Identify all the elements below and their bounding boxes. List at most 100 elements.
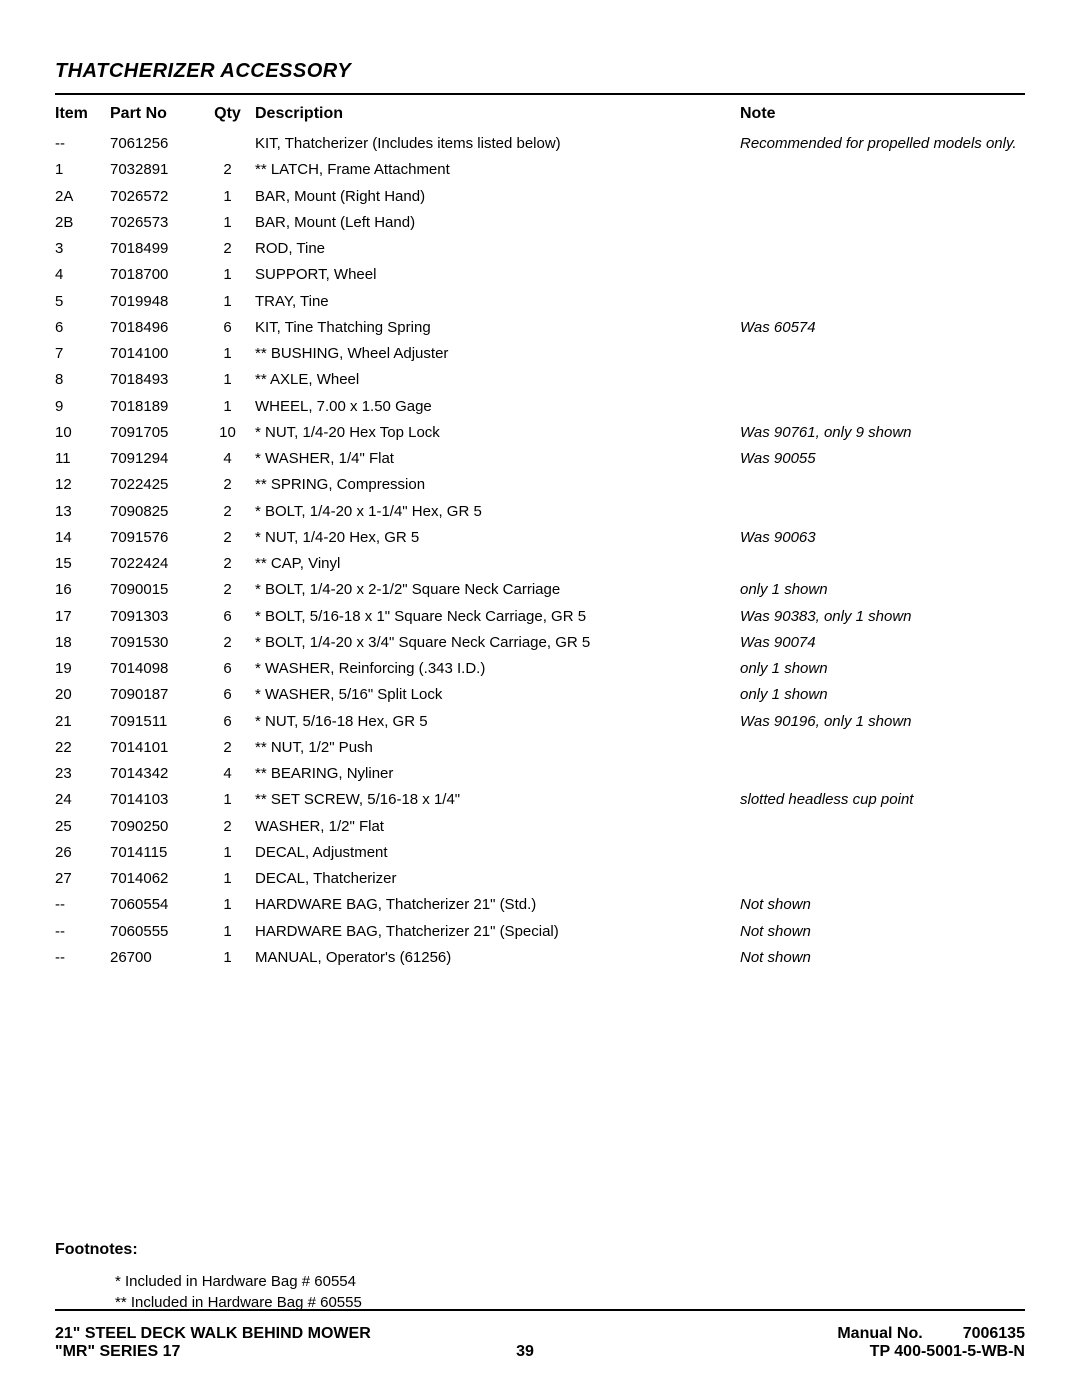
- cell-part: 7091303: [110, 604, 200, 630]
- cell-part: 7091294: [110, 446, 200, 472]
- cell-item: 10: [55, 420, 110, 446]
- cell-desc: ** SPRING, Compression: [255, 472, 740, 498]
- cell-qty: 1: [200, 341, 255, 367]
- cell-part: 7014098: [110, 656, 200, 682]
- cell-desc: * WASHER, Reinforcing (.343 I.D.): [255, 656, 740, 682]
- cell-desc: SUPPORT, Wheel: [255, 262, 740, 288]
- cell-qty: 6: [200, 709, 255, 735]
- cell-qty: 6: [200, 315, 255, 341]
- col-header-part: Part No: [110, 101, 200, 131]
- col-header-note: Note: [740, 101, 1025, 131]
- footnote-line: * Included in Hardware Bag # 60554: [115, 1273, 1025, 1290]
- cell-part: 7090250: [110, 814, 200, 840]
- cell-desc: ** LATCH, Frame Attachment: [255, 157, 740, 183]
- cell-desc: DECAL, Adjustment: [255, 840, 740, 866]
- cell-part: 7060554: [110, 892, 200, 918]
- cell-desc: ** AXLE, Wheel: [255, 367, 740, 393]
- table-row: --7061256KIT, Thatcherizer (Includes ite…: [55, 131, 1025, 157]
- cell-part: 7091705: [110, 420, 200, 446]
- cell-desc: * BOLT, 5/16-18 x 1" Square Neck Carriag…: [255, 604, 740, 630]
- cell-qty: 1: [200, 919, 255, 945]
- page-footer: 21" STEEL DECK WALK BEHIND MOWER 00 Manu…: [55, 1325, 1025, 1361]
- cell-note: Not shown: [740, 945, 1025, 971]
- table-row: 2270141012** NUT, 1/2" Push: [55, 735, 1025, 761]
- table-row: --70605551HARDWARE BAG, Thatcherizer 21"…: [55, 919, 1025, 945]
- cell-note: [740, 735, 1025, 761]
- cell-desc: * BOLT, 1/4-20 x 1-1/4" Hex, GR 5: [255, 499, 740, 525]
- cell-part: 7018700: [110, 262, 200, 288]
- table-row: --267001MANUAL, Operator's (61256)Not sh…: [55, 945, 1025, 971]
- table-row: 2170915116* NUT, 5/16-18 Hex, GR 5Was 90…: [55, 709, 1025, 735]
- cell-part: 7091530: [110, 630, 200, 656]
- cell-qty: 2: [200, 525, 255, 551]
- cell-note: Recommended for propelled models only.: [740, 131, 1025, 157]
- cell-desc: ** NUT, 1/2" Push: [255, 735, 740, 761]
- cell-desc: TRAY, Tine: [255, 289, 740, 315]
- cell-qty: 1: [200, 945, 255, 971]
- cell-qty: 1: [200, 210, 255, 236]
- table-row: 2070901876* WASHER, 5/16" Split Lockonly…: [55, 682, 1025, 708]
- table-row: 2470141031** SET SCREW, 5/16-18 x 1/4"sl…: [55, 787, 1025, 813]
- cell-note: Not shown: [740, 892, 1025, 918]
- cell-item: 23: [55, 761, 110, 787]
- cell-qty: 1: [200, 787, 255, 813]
- cell-note: only 1 shown: [740, 656, 1025, 682]
- footer-doc-code: TP 400-5001-5-WB-N: [870, 1343, 1025, 1361]
- footer-product-line2: "MR" SERIES 17: [55, 1343, 180, 1361]
- cell-note: [740, 184, 1025, 210]
- table-row: 1370908252* BOLT, 1/4-20 x 1-1/4" Hex, G…: [55, 499, 1025, 525]
- cell-item: --: [55, 919, 110, 945]
- cell-item: 27: [55, 866, 110, 892]
- cell-qty: 2: [200, 735, 255, 761]
- table-row: 1470915762* NUT, 1/4-20 Hex, GR 5Was 900…: [55, 525, 1025, 551]
- footer-manual-value: 7006135: [963, 1325, 1025, 1342]
- cell-desc: MANUAL, Operator's (61256): [255, 945, 740, 971]
- cell-qty: 2: [200, 814, 255, 840]
- col-header-qty: Qty: [200, 101, 255, 131]
- table-row: --70605541HARDWARE BAG, Thatcherizer 21"…: [55, 892, 1025, 918]
- cell-item: 7: [55, 341, 110, 367]
- table-row: 1170912944* WASHER, 1/4" FlatWas 90055: [55, 446, 1025, 472]
- cell-note: [740, 236, 1025, 262]
- cell-note: [740, 394, 1025, 420]
- cell-qty: 4: [200, 761, 255, 787]
- cell-qty: 1: [200, 840, 255, 866]
- table-row: 1270224252** SPRING, Compression: [55, 472, 1025, 498]
- cell-item: 16: [55, 577, 110, 603]
- table-row: 2570902502WASHER, 1/2" Flat: [55, 814, 1025, 840]
- cell-desc: ** BEARING, Nyliner: [255, 761, 740, 787]
- cell-note: Was 90063: [740, 525, 1025, 551]
- table-row: 10709170510* NUT, 1/4-20 Hex Top LockWas…: [55, 420, 1025, 446]
- cell-part: 26700: [110, 945, 200, 971]
- cell-desc: KIT, Thatcherizer (Includes items listed…: [255, 131, 740, 157]
- cell-item: 19: [55, 656, 110, 682]
- table-row: 2370143424** BEARING, Nyliner: [55, 761, 1025, 787]
- cell-item: 22: [55, 735, 110, 761]
- cell-part: 7060555: [110, 919, 200, 945]
- cell-desc: HARDWARE BAG, Thatcherizer 21" (Special): [255, 919, 740, 945]
- cell-qty: 4: [200, 446, 255, 472]
- cell-part: 7014101: [110, 735, 200, 761]
- table-row: 370184992ROD, Tine: [55, 236, 1025, 262]
- cell-qty: 1: [200, 289, 255, 315]
- cell-part: 7091576: [110, 525, 200, 551]
- cell-note: [740, 157, 1025, 183]
- cell-item: 1: [55, 157, 110, 183]
- cell-note: Was 90074: [740, 630, 1025, 656]
- table-row: 1770913036* BOLT, 5/16-18 x 1" Square Ne…: [55, 604, 1025, 630]
- cell-note: Was 90055: [740, 446, 1025, 472]
- cell-note: [740, 866, 1025, 892]
- cell-desc: * NUT, 1/4-20 Hex, GR 5: [255, 525, 740, 551]
- header-rule: [55, 93, 1025, 95]
- table-row: 2770140621DECAL, Thatcherizer: [55, 866, 1025, 892]
- page-number: 39: [516, 1343, 534, 1361]
- cell-desc: WHEEL, 7.00 x 1.50 Gage: [255, 394, 740, 420]
- table-row: 470187001SUPPORT, Wheel: [55, 262, 1025, 288]
- cell-item: 5: [55, 289, 110, 315]
- table-row: 1970140986* WASHER, Reinforcing (.343 I.…: [55, 656, 1025, 682]
- cell-item: 8: [55, 367, 110, 393]
- cell-item: 20: [55, 682, 110, 708]
- cell-qty: 2: [200, 630, 255, 656]
- cell-note: [740, 814, 1025, 840]
- cell-note: [740, 367, 1025, 393]
